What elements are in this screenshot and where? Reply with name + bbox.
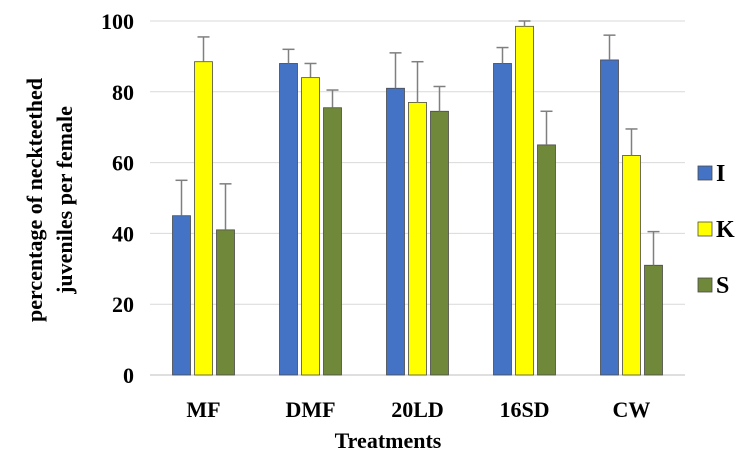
y-axis-ticks: 0 20 40 60 80 100 [101, 9, 134, 388]
legend-swatch-k [697, 221, 713, 237]
y-tick-label: 100 [101, 9, 134, 34]
y-tick-label: 80 [112, 80, 134, 105]
bar-i [172, 215, 191, 376]
legend-label-s: S [716, 273, 729, 299]
bar-k [408, 102, 427, 376]
bar-s [430, 110, 449, 376]
x-category-label: 16SD [499, 397, 549, 422]
x-category-label: DMF [285, 397, 335, 422]
bar-i [600, 59, 619, 376]
bar-s [323, 107, 342, 376]
bar-s [644, 264, 663, 376]
bars [172, 25, 663, 376]
y-tick-label: 0 [123, 363, 134, 388]
x-axis-categories: MF DMF 20LD 16SD CW [186, 397, 650, 422]
x-category-label: 20LD [391, 397, 444, 422]
legend-label-i: I [716, 161, 725, 187]
x-category-label: MF [186, 397, 220, 422]
y-tick-label: 60 [112, 151, 134, 176]
legend-swatch-i [697, 165, 713, 181]
error-bars [175, 20, 660, 266]
y-axis-title-line-2: juveniles per female [52, 106, 77, 295]
y-tick-label: 40 [112, 221, 134, 246]
bar-k [622, 155, 641, 376]
bar-s [216, 229, 235, 376]
y-axis-title: percentage of neckteethed juveniles per … [22, 78, 77, 322]
legend: I K S [697, 161, 735, 299]
y-tick-label: 20 [112, 292, 134, 317]
bar-k [515, 25, 534, 376]
bar-i [279, 63, 298, 376]
bar-i [386, 87, 405, 376]
y-axis-title-line-1: percentage of neckteethed [22, 78, 47, 322]
bar-k [301, 77, 320, 376]
x-axis-title: Treatments [335, 428, 442, 453]
x-category-label: CW [613, 397, 651, 422]
bar-s [537, 144, 556, 376]
bar-k [194, 61, 213, 376]
bar-i [493, 63, 512, 376]
legend-swatch-s [697, 277, 713, 293]
legend-label-k: K [716, 217, 735, 243]
